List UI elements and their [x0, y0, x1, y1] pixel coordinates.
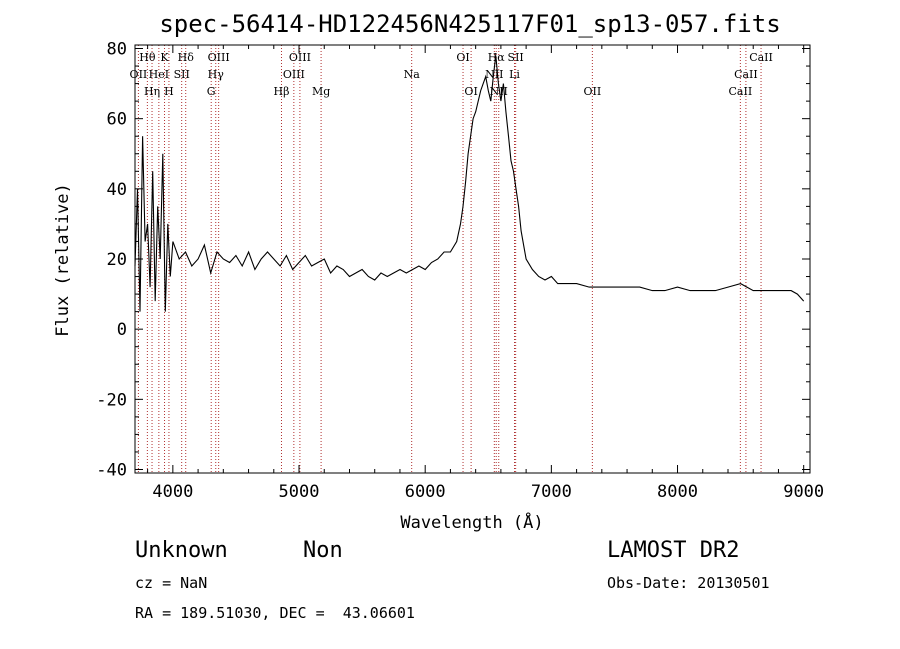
x-axis-label: Wavelength (Å): [400, 511, 543, 533]
spectrum-line-0: [134, 55, 805, 312]
spectral-line-label-23: OI: [464, 85, 477, 98]
y-tick-label-1: -20: [96, 390, 127, 410]
spectral-line-label-3: OIII: [208, 51, 230, 64]
spectrum-series: [134, 55, 805, 312]
x-tick-label-4: 8000: [657, 482, 698, 502]
y-axis-ticks: -40 -20 0 20 40 60 80: [96, 40, 810, 480]
spectral-line-label-14: Na: [404, 68, 421, 81]
observation-date: Obs-Date: 20130501: [607, 574, 770, 592]
spectral-line-label-2: Hδ: [178, 51, 195, 64]
spectral-line-markers: [137, 45, 762, 473]
y-tick-label-3: 20: [107, 250, 127, 270]
redshift-readout: cz = NaN: [135, 574, 208, 592]
object-class: Unknown: [135, 538, 228, 563]
spectral-line-label-12: Hγ: [208, 68, 225, 81]
spectral-line-label-16: Li: [509, 68, 520, 81]
spectral-line-label-22: Mg: [312, 85, 330, 98]
spectral-line-label-19: H: [164, 85, 174, 98]
plot-frame: [134, 44, 811, 474]
spectral-line-label-13: OIII: [283, 68, 305, 81]
spectral-line-label-10: HeI: [149, 68, 169, 81]
spectral-line-label-18: Hη: [144, 85, 160, 98]
spectral-line-label-4: OIII: [289, 51, 311, 64]
x-tick-label-3: 7000: [531, 482, 572, 502]
y-axis-label: Flux (relative): [53, 183, 73, 337]
x-tick-label-2: 6000: [405, 482, 446, 502]
coordinates-readout: RA = 189.51030, DEC = 43.06601: [135, 604, 415, 622]
survey-name: LAMOST DR2: [607, 538, 740, 563]
spectral-line-label-8: CaII: [749, 51, 773, 64]
y-tick-label-5: 60: [107, 110, 127, 130]
x-tick-label-5: 9000: [783, 482, 824, 502]
spectral-line-label-26: CaII: [729, 85, 753, 98]
spectral-line-label-0: Hθ: [139, 51, 156, 64]
y-tick-label-2: 0: [117, 320, 127, 340]
spectral-line-label-15: NII: [485, 68, 503, 81]
spectral-line-label-11: SII: [174, 68, 190, 81]
x-tick-label-1: 5000: [279, 482, 320, 502]
x-tick-label-0: 4000: [152, 482, 193, 502]
y-tick-label-6: 80: [107, 40, 127, 60]
spectral-line-label-25: OII: [584, 85, 602, 98]
spectral-line-label-7: SII: [508, 51, 524, 64]
x-axis-ticks: 4000 5000 6000 7000 8000 9000: [147, 45, 824, 502]
spectral-line-label-5: OI: [456, 51, 469, 64]
spectrum-chart: spec-56414-HD122456N425117F01_sp13-057.f…: [53, 10, 824, 533]
chart-title: spec-56414-HD122456N425117F01_sp13-057.f…: [159, 10, 780, 38]
spectral-line-label-17: CaII: [734, 68, 758, 81]
object-subclass: Non: [303, 538, 343, 563]
spectral-line-label-1: K: [160, 51, 169, 64]
spectral-line-label-9: OII: [130, 68, 148, 81]
y-tick-label-4: 40: [107, 180, 127, 200]
y-tick-label-0: -40: [96, 460, 127, 480]
spectral-line-label-20: G: [207, 85, 216, 98]
spectral-line-label-21: Hβ: [274, 85, 290, 98]
